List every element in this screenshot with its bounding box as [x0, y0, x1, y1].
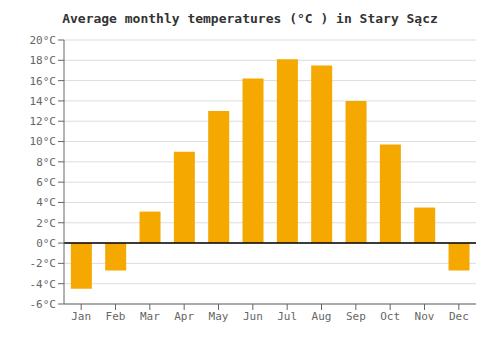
- svg-text:2°C: 2°C: [36, 217, 56, 230]
- svg-text:8°C: 8°C: [36, 156, 56, 169]
- svg-text:6°C: 6°C: [36, 176, 56, 189]
- svg-text:20°C: 20°C: [30, 34, 57, 47]
- svg-text:10°C: 10°C: [30, 135, 57, 148]
- svg-text:-6°C: -6°C: [30, 298, 57, 311]
- svg-text:Jan: Jan: [71, 310, 91, 323]
- svg-text:Apr: Apr: [174, 310, 194, 323]
- svg-text:4°C: 4°C: [36, 196, 56, 209]
- svg-text:12°C: 12°C: [30, 115, 57, 128]
- svg-text:Jul: Jul: [277, 310, 297, 323]
- svg-text:-4°C: -4°C: [30, 278, 57, 291]
- svg-text:Sep: Sep: [346, 310, 366, 323]
- svg-text:May: May: [209, 310, 229, 323]
- svg-text:0°C: 0°C: [36, 237, 56, 250]
- svg-text:18°C: 18°C: [30, 54, 57, 67]
- svg-text:Oct: Oct: [380, 310, 400, 323]
- svg-text:Nov: Nov: [415, 310, 435, 323]
- svg-text:Mar: Mar: [140, 310, 160, 323]
- svg-text:Aug: Aug: [312, 310, 332, 323]
- svg-text:14°C: 14°C: [30, 95, 57, 108]
- svg-text:Jun: Jun: [243, 310, 263, 323]
- svg-text:Dec: Dec: [449, 310, 469, 323]
- html-text:Average monthly temperatures (: Average monthly temperatures (°C ) in St…: [62, 11, 438, 26]
- svg-text:16°C: 16°C: [30, 75, 57, 88]
- svg-text:Feb: Feb: [106, 310, 126, 323]
- svg-text:-2°C: -2°C: [30, 257, 57, 270]
